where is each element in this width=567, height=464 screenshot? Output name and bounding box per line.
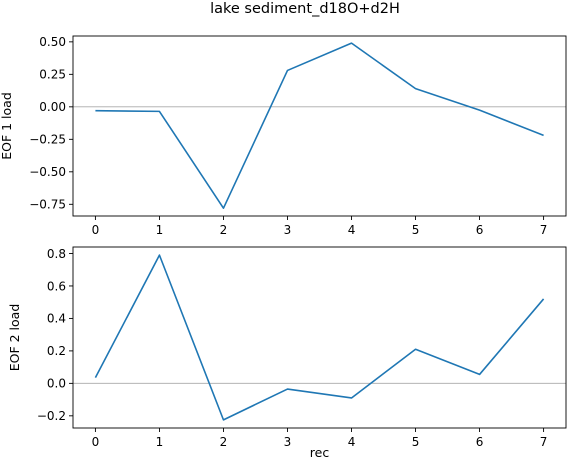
eof2-x-tick-label: 5 xyxy=(412,435,420,449)
eof2-x-tick-label: 1 xyxy=(156,435,164,449)
eof1-series-line xyxy=(95,42,544,209)
eof1-x-tick-label: 7 xyxy=(540,223,548,237)
eof1-x-tick-label: 2 xyxy=(220,223,228,237)
eof1-x-tick-label: 4 xyxy=(348,223,356,237)
eof2-x-axis-label: rec xyxy=(310,445,330,460)
eof2-y-tick-label: 0.6 xyxy=(47,279,66,293)
eof1-x-tick-label: 3 xyxy=(284,223,292,237)
eof1-x-tick-label: 5 xyxy=(412,223,420,237)
eof1-y-tick-label: 0.25 xyxy=(39,68,66,82)
eof2-x-tick-label: 2 xyxy=(220,435,228,449)
eof1-y-tick-label: 0.00 xyxy=(39,100,66,114)
eof2-y-tick-label: −0.2 xyxy=(37,409,66,423)
eof2-series-line xyxy=(94,254,545,421)
eof2-y-tick-label: 0.0 xyxy=(47,377,66,391)
eof2-y-axis-label: EOF 2 load xyxy=(7,304,22,372)
eof2-x-tick-label: 6 xyxy=(476,435,484,449)
eof2-x-tick-label: 0 xyxy=(92,435,100,449)
eof1-x-tick-label: 0 xyxy=(92,223,100,237)
eof2-x-tick-label: 3 xyxy=(284,435,292,449)
eof2-plot: 0 1 2 3 4 5 6 7 −0.2 0.0 0.2 0.4 0.6 0.8 EOF 2 load rec xyxy=(7,246,567,460)
eof2-y-tick-label: 0.2 xyxy=(47,344,66,358)
eof1-y-tick-label: 0.50 xyxy=(39,35,66,49)
eof2-x-tick-label: 4 xyxy=(348,435,356,449)
eof2-y-tick-label: 0.4 xyxy=(47,312,66,326)
eof2-y-tick-label: 0.8 xyxy=(47,247,66,261)
eof1-y-tick-label: −0.75 xyxy=(29,198,66,212)
eof2-axes-frame xyxy=(72,246,567,429)
eof1-axes-frame xyxy=(72,35,567,217)
eof1-x-tick-label: 1 xyxy=(156,223,164,237)
eof1-y-axis-label: EOF 1 load xyxy=(0,92,14,160)
eof1-y-tick-label: −0.50 xyxy=(29,165,66,179)
figure-title: lake sediment_d18O+d2H xyxy=(210,1,400,17)
eof1-y-tick-label: −0.25 xyxy=(29,133,66,147)
eof2-x-tick-label: 7 xyxy=(540,435,548,449)
eof1-plot: 0 1 2 3 4 5 6 7 −0.75 −0.50 −0.25 0.00 0.25 0.50 EOF 1… xyxy=(0,35,567,237)
eof1-x-tick-label: 6 xyxy=(476,223,484,237)
